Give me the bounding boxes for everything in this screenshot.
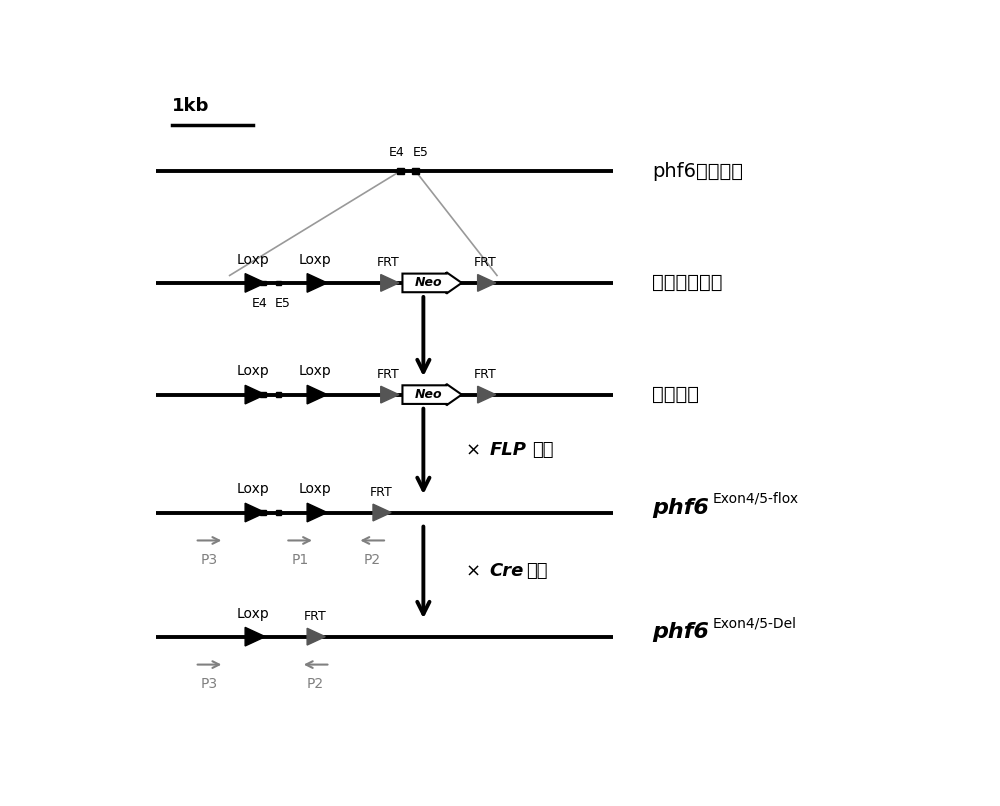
Text: FRT: FRT [377, 256, 400, 269]
Text: E4: E4 [252, 297, 268, 310]
Text: Loxp: Loxp [237, 253, 269, 267]
Text: FLP: FLP [489, 441, 526, 459]
Text: Loxp: Loxp [237, 483, 269, 496]
FancyArrow shape [402, 272, 462, 293]
Polygon shape [245, 503, 265, 521]
Text: Exon4/5-Del: Exon4/5-Del [712, 616, 796, 630]
Polygon shape [276, 280, 281, 285]
Polygon shape [478, 275, 496, 291]
Text: phf6: phf6 [652, 621, 709, 642]
Polygon shape [412, 168, 419, 174]
Text: phf6正常片段: phf6正常片段 [652, 162, 743, 181]
Text: Loxp: Loxp [237, 364, 269, 379]
Text: 构建目的片段: 构建目的片段 [652, 273, 722, 293]
Text: phf6: phf6 [652, 497, 709, 517]
Polygon shape [307, 629, 325, 645]
Text: E5: E5 [274, 297, 290, 310]
Polygon shape [260, 393, 266, 397]
Text: P3: P3 [201, 677, 218, 691]
Text: Neo: Neo [415, 388, 443, 401]
Text: Loxp: Loxp [298, 364, 331, 379]
Text: FRT: FRT [304, 610, 326, 623]
Polygon shape [381, 275, 399, 291]
Text: 1kb: 1kb [172, 98, 209, 115]
Text: 小鼠: 小鼠 [526, 562, 548, 580]
FancyArrow shape [402, 384, 462, 405]
Text: P1: P1 [292, 553, 309, 567]
Polygon shape [245, 273, 265, 293]
Polygon shape [373, 505, 391, 521]
Text: Loxp: Loxp [298, 483, 331, 496]
Text: P2: P2 [307, 677, 324, 691]
Text: E4: E4 [389, 146, 405, 159]
Text: P2: P2 [364, 553, 381, 567]
Text: Neo: Neo [415, 276, 443, 289]
Text: P3: P3 [201, 553, 218, 567]
Text: Cre: Cre [489, 562, 524, 580]
Text: Loxp: Loxp [298, 253, 331, 267]
Polygon shape [478, 386, 496, 403]
Polygon shape [276, 510, 281, 515]
Polygon shape [245, 385, 265, 404]
Text: 小鼠: 小鼠 [532, 441, 553, 459]
Polygon shape [276, 393, 281, 397]
Text: ×: × [466, 441, 485, 459]
Text: Loxp: Loxp [237, 607, 269, 621]
Text: 敲入片段: 敲入片段 [652, 385, 699, 404]
Polygon shape [381, 386, 399, 403]
Polygon shape [245, 627, 265, 646]
Polygon shape [260, 280, 266, 285]
Text: FRT: FRT [474, 368, 497, 381]
Polygon shape [397, 168, 404, 174]
Polygon shape [307, 503, 327, 521]
Polygon shape [307, 385, 327, 404]
Text: FRT: FRT [474, 256, 497, 269]
Text: Exon4/5-flox: Exon4/5-flox [712, 492, 799, 506]
Polygon shape [307, 273, 327, 293]
Text: ×: × [466, 562, 485, 580]
Text: FRT: FRT [369, 486, 392, 499]
Text: FRT: FRT [377, 368, 400, 381]
Polygon shape [260, 510, 266, 515]
Text: E5: E5 [412, 146, 428, 159]
